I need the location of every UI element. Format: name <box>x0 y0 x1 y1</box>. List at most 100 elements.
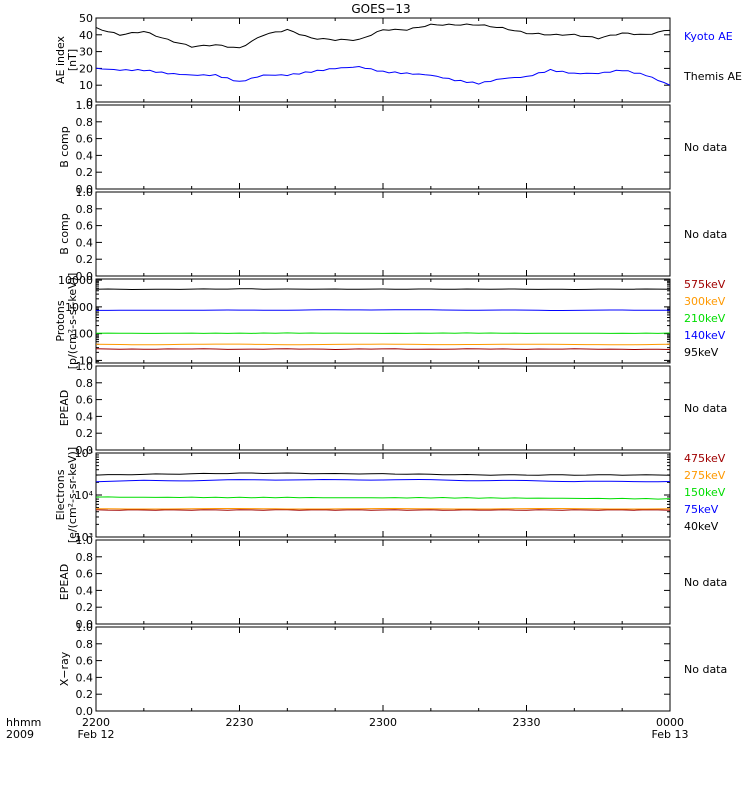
y-tick-label: 10⁵ <box>75 447 93 460</box>
y-axis-label: X−ray <box>58 651 71 686</box>
panel-frame-epead-1 <box>95 365 671 451</box>
x-tick-label: 2330 <box>513 716 541 729</box>
y-tick-label: 0.2 <box>76 427 94 440</box>
y-tick-label: 10000 <box>58 274 93 287</box>
series-line-140kev <box>96 309 671 311</box>
y-tick-label: 0.8 <box>76 551 94 564</box>
y-axis-unit: [nT] <box>66 49 79 71</box>
legend-entry: 275keV <box>684 469 726 482</box>
x-tick-label: 2230 <box>226 716 254 729</box>
y-tick-label: 0.0 <box>76 618 94 631</box>
legend-entry: 575keV <box>684 278 726 291</box>
no-data-label: No data <box>684 663 727 676</box>
y-axis-label: Electrons <box>54 469 67 520</box>
y-tick-label: 10⁴ <box>75 489 94 502</box>
x-tick-label: 0000 <box>656 716 684 729</box>
legend-entry: 40keV <box>684 520 719 533</box>
y-tick-label: 0.8 <box>76 377 94 390</box>
x-axis-year-label: 2009 <box>6 728 34 741</box>
y-tick-label: 1.0 <box>76 186 94 199</box>
panel-frame-electrons <box>95 452 671 538</box>
y-tick-label: 0.6 <box>76 655 94 668</box>
y-axis-label: EPEAD <box>58 390 71 427</box>
y-tick-label: 0.0 <box>76 705 94 718</box>
series-line-150kev <box>95 496 671 500</box>
y-tick-label: 0.2 <box>76 253 94 266</box>
panel-frame-epead-2 <box>95 539 671 625</box>
y-tick-label: 0.2 <box>76 688 94 701</box>
series-line-40kev <box>95 472 671 476</box>
y-tick-label: 10³ <box>75 531 93 544</box>
series-line-themis-ae <box>95 65 671 86</box>
y-tick-label: 0.0 <box>76 270 94 283</box>
y-tick-label: 0.8 <box>76 116 94 129</box>
legend-entry: 95keV <box>684 346 719 359</box>
legend-entry: 210keV <box>684 312 726 325</box>
y-tick-label: 0.4 <box>76 410 94 423</box>
no-data-label: No data <box>684 402 727 415</box>
no-data-label: No data <box>684 576 727 589</box>
legend-entry: 140keV <box>684 329 726 342</box>
series-line-275kev <box>95 508 671 510</box>
y-tick-label: 30 <box>79 46 93 59</box>
panel-frame-x-ray <box>95 626 671 712</box>
panel-frame-ae <box>95 17 671 103</box>
x-axis-row-label: hhmm <box>6 716 41 729</box>
y-tick-label: 0.6 <box>76 394 94 407</box>
x-tick-label: 2300 <box>369 716 397 729</box>
y-tick-label: 1.0 <box>76 621 94 634</box>
y-tick-label: 0.8 <box>76 203 94 216</box>
y-tick-label: 10 <box>79 79 93 92</box>
y-axis-label: AE index <box>54 35 67 84</box>
y-tick-label: 0.4 <box>76 149 94 162</box>
y-tick-label: 0.8 <box>76 638 94 651</box>
x-tick-label: 2200 <box>82 716 110 729</box>
y-tick-label: 0.2 <box>76 601 94 614</box>
legend-entry: 75keV <box>684 503 719 516</box>
y-tick-label: 0.4 <box>76 671 94 684</box>
y-tick-label: 1.0 <box>76 534 94 547</box>
y-tick-label: 0.4 <box>76 584 94 597</box>
legend-entry: 475keV <box>684 452 726 465</box>
series-line-300kev <box>95 343 671 346</box>
series-line-210kev <box>95 332 671 334</box>
y-tick-label: 20 <box>79 62 93 75</box>
y-tick-label: 0 <box>86 96 93 109</box>
y-axis-unit: [e/(cm²-s-sr-keV)] <box>66 447 79 543</box>
y-tick-label: 50 <box>79 12 93 25</box>
y-tick-label: 10 <box>79 354 93 367</box>
y-tick-label: 0.0 <box>76 183 94 196</box>
series-line-575kev <box>95 348 671 351</box>
y-tick-label: 0.4 <box>76 236 94 249</box>
y-tick-label: 40 <box>79 29 93 42</box>
y-tick-label: 0.2 <box>76 166 94 179</box>
y-axis-unit: [p/(cm²-s-sr-keV)] <box>66 273 79 370</box>
panel-frame-b-comp-1 <box>95 104 671 190</box>
legend-kyoto-ae: Kyoto AE <box>684 30 733 43</box>
y-tick-label: 1.0 <box>76 360 94 373</box>
y-tick-label: 1000 <box>65 301 93 314</box>
series-line-75kev <box>95 478 671 483</box>
y-tick-label: 100 <box>72 328 93 341</box>
legend-themis-ae: Themis AE <box>683 70 742 83</box>
plot-title: GOES−13 <box>351 2 410 16</box>
no-data-label: No data <box>684 141 727 154</box>
no-data-label: No data <box>684 228 727 241</box>
x-axis-date-end: Feb 13 <box>652 728 689 741</box>
y-axis-label: B comp <box>58 126 71 168</box>
panel-frame-b-comp-2 <box>95 191 671 277</box>
legend-entry: 300keV <box>684 295 726 308</box>
panel-frame-protons <box>95 278 671 364</box>
y-tick-label: 1.0 <box>76 99 94 112</box>
x-axis-date-start: Feb 12 <box>78 728 115 741</box>
y-tick-label: 0.6 <box>76 568 94 581</box>
legend-entry: 150keV <box>684 486 726 499</box>
y-axis-label: EPEAD <box>58 564 71 601</box>
series-line-kyoto-ae <box>95 23 671 49</box>
series-line-95kev <box>95 288 671 291</box>
y-axis-label: Protons <box>54 300 67 341</box>
y-tick-label: 0.6 <box>76 133 94 146</box>
y-tick-label: 0.0 <box>76 444 94 457</box>
y-tick-label: 0.6 <box>76 220 94 233</box>
